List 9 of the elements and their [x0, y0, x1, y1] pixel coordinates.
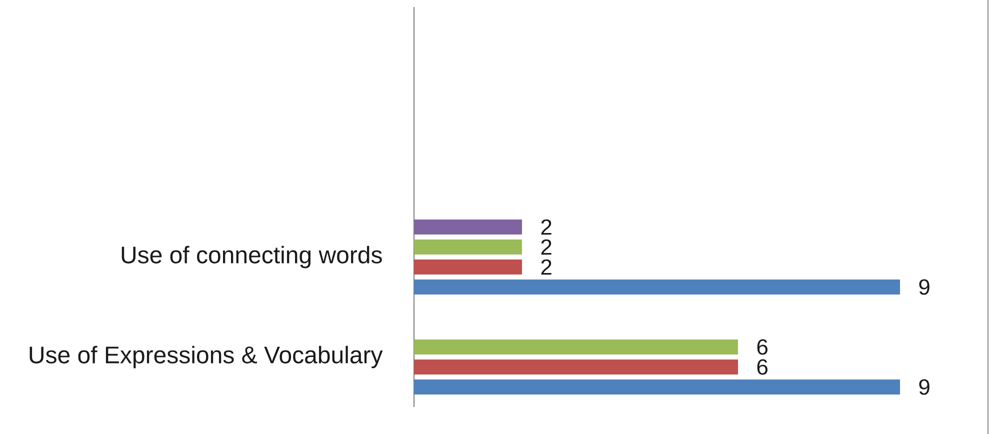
y-tick-label: Use of Expressions & Vocabulary: [30, 346, 383, 368]
data-label: 2: [541, 219, 552, 235]
data-label: 6: [757, 339, 768, 355]
data-label: 2: [541, 259, 552, 275]
y-tick-label: Use of connecting words: [122, 246, 382, 268]
data-label: 9: [919, 279, 930, 295]
data-label: 6: [757, 359, 768, 375]
data-label: 9: [919, 379, 930, 395]
data-label: 2: [541, 239, 552, 255]
